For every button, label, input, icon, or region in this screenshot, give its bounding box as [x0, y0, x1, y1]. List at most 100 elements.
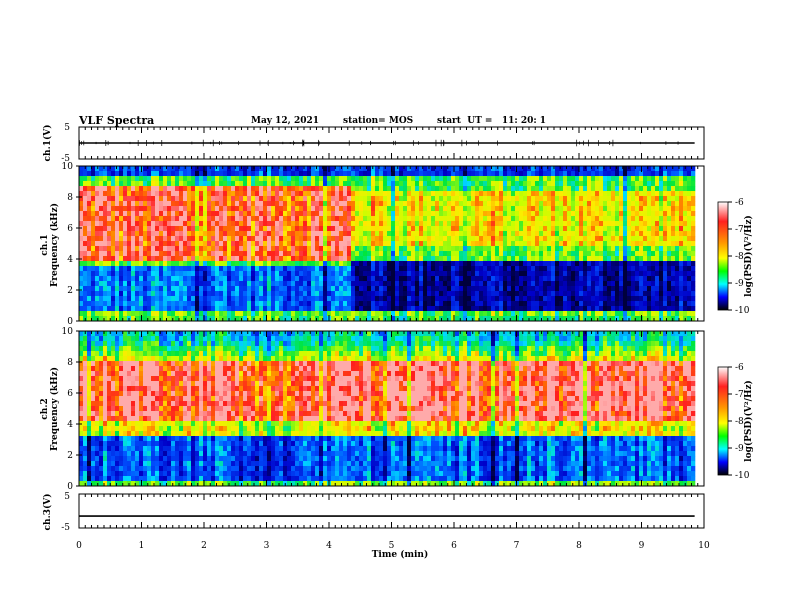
- spectrogram-cell: [127, 176, 132, 182]
- spectrogram-cell: [575, 256, 580, 262]
- spectrogram-cell: [619, 261, 624, 267]
- spectrogram-cell: [227, 306, 232, 312]
- spectrogram-cell: [611, 166, 616, 172]
- spectrogram-cell: [275, 171, 280, 177]
- spectrogram-cell: [175, 291, 180, 297]
- spectrogram-cell: [651, 281, 656, 287]
- spectrogram-cell: [599, 226, 604, 232]
- spectrogram-cell: [595, 191, 600, 197]
- spectrogram-cell: [375, 286, 380, 292]
- spectrogram-cell: [95, 226, 100, 232]
- spectrogram-cell: [179, 221, 184, 227]
- spectrogram-cell: [307, 281, 312, 287]
- spectrogram-cell: [267, 251, 272, 257]
- spectrogram-cell: [331, 221, 336, 227]
- spectrogram-cell: [367, 191, 372, 197]
- spectrogram-cell: [571, 301, 576, 307]
- spectrogram-cell: [423, 226, 428, 232]
- spectrogram-cell: [131, 231, 136, 237]
- spectrogram-cell: [183, 226, 188, 232]
- spectrogram-cell: [115, 246, 120, 252]
- spectrogram-cell: [195, 266, 200, 272]
- spectrogram-cell: [627, 236, 632, 242]
- spectrogram-cell: [387, 181, 392, 187]
- spectrogram-cell: [159, 206, 164, 212]
- spectrogram-cell: [319, 301, 324, 307]
- spectrogram-cell: [659, 316, 664, 321]
- spectrogram-cell: [611, 201, 616, 207]
- spectrogram-cell: [359, 316, 364, 321]
- spectrogram-cell: [307, 301, 312, 307]
- spectrogram-cell: [435, 276, 440, 282]
- spectrogram-cell: [611, 306, 616, 312]
- spectrogram-cell: [187, 256, 192, 262]
- spectrogram-cell: [355, 281, 360, 287]
- spectrogram-cell: [91, 366, 96, 372]
- spectrogram-cell: [135, 251, 140, 257]
- spectrogram-cell: [175, 306, 180, 312]
- spectrogram-cell: [343, 186, 348, 192]
- spectrogram-cell: [659, 306, 664, 312]
- spectrogram-cell: [683, 306, 688, 312]
- spectrogram-cell: [247, 216, 252, 222]
- spectrogram-cell: [515, 216, 520, 222]
- spectrogram-cell: [523, 176, 528, 182]
- spectrogram-cell: [635, 186, 640, 192]
- spectrogram-cell: [483, 291, 488, 297]
- spectrogram-cell: [579, 286, 584, 292]
- spectrogram-cell: [551, 211, 556, 217]
- spectrogram-cell: [427, 296, 432, 302]
- spectrogram-cell: [99, 251, 104, 257]
- spectrogram-cell: [219, 201, 224, 207]
- spectrogram-cell: [647, 256, 652, 262]
- spectrogram-cell: [255, 316, 260, 321]
- spectrogram-cell: [399, 266, 404, 272]
- spectrogram-cell: [415, 301, 420, 307]
- spectrogram-cell: [195, 271, 200, 277]
- spectrogram-cell: [563, 316, 568, 321]
- spectrogram-cell: [331, 211, 336, 217]
- spectrogram-cell: [235, 221, 240, 227]
- spectrogram-cell: [83, 311, 88, 317]
- spectrogram-cell: [179, 166, 184, 172]
- spectrogram-cell: [179, 231, 184, 237]
- spectrogram-cell: [151, 316, 156, 321]
- spectrogram-cell: [447, 301, 452, 307]
- spectrogram-cell: [627, 296, 632, 302]
- spectrogram-cell: [335, 256, 340, 262]
- spectrogram-cell: [307, 256, 312, 262]
- spectrogram-cell: [143, 296, 148, 302]
- spectrogram-cell: [151, 186, 156, 192]
- spectrogram-cell: [87, 436, 92, 442]
- spectrogram-cell: [147, 181, 152, 187]
- spectrogram-cell: [651, 306, 656, 312]
- spectrogram-cell: [231, 166, 236, 172]
- spectrogram-cell: [163, 306, 168, 312]
- spectrogram-cell: [631, 261, 636, 267]
- spectrogram-cell: [207, 181, 212, 187]
- spectrogram-cell: [211, 206, 216, 212]
- spectrogram-cell: [123, 311, 128, 317]
- spectrogram-cell: [603, 196, 608, 202]
- spectrogram-cell: [587, 281, 592, 287]
- spectrogram-cell: [79, 206, 84, 212]
- spectrogram-cell: [335, 211, 340, 217]
- spectrogram-cell: [611, 301, 616, 307]
- spectrogram-cell: [191, 311, 196, 317]
- spectrogram-cell: [175, 241, 180, 247]
- spectrogram-cell: [175, 176, 180, 182]
- spectrogram-cell: [311, 261, 316, 267]
- spectrogram-cell: [143, 216, 148, 222]
- spectrogram-cell: [539, 181, 544, 187]
- spectrogram-cell: [599, 246, 604, 252]
- spectrogram-cell: [119, 246, 124, 252]
- spectrogram-cell: [111, 226, 116, 232]
- spectrogram-cell: [671, 271, 676, 277]
- spectrogram-cell: [367, 241, 372, 247]
- spectrogram-cell: [119, 306, 124, 312]
- spectrogram-cell: [495, 296, 500, 302]
- spectrogram-cell: [331, 216, 336, 222]
- spectrogram-cell: [311, 271, 316, 277]
- spectrogram-cell: [83, 226, 88, 232]
